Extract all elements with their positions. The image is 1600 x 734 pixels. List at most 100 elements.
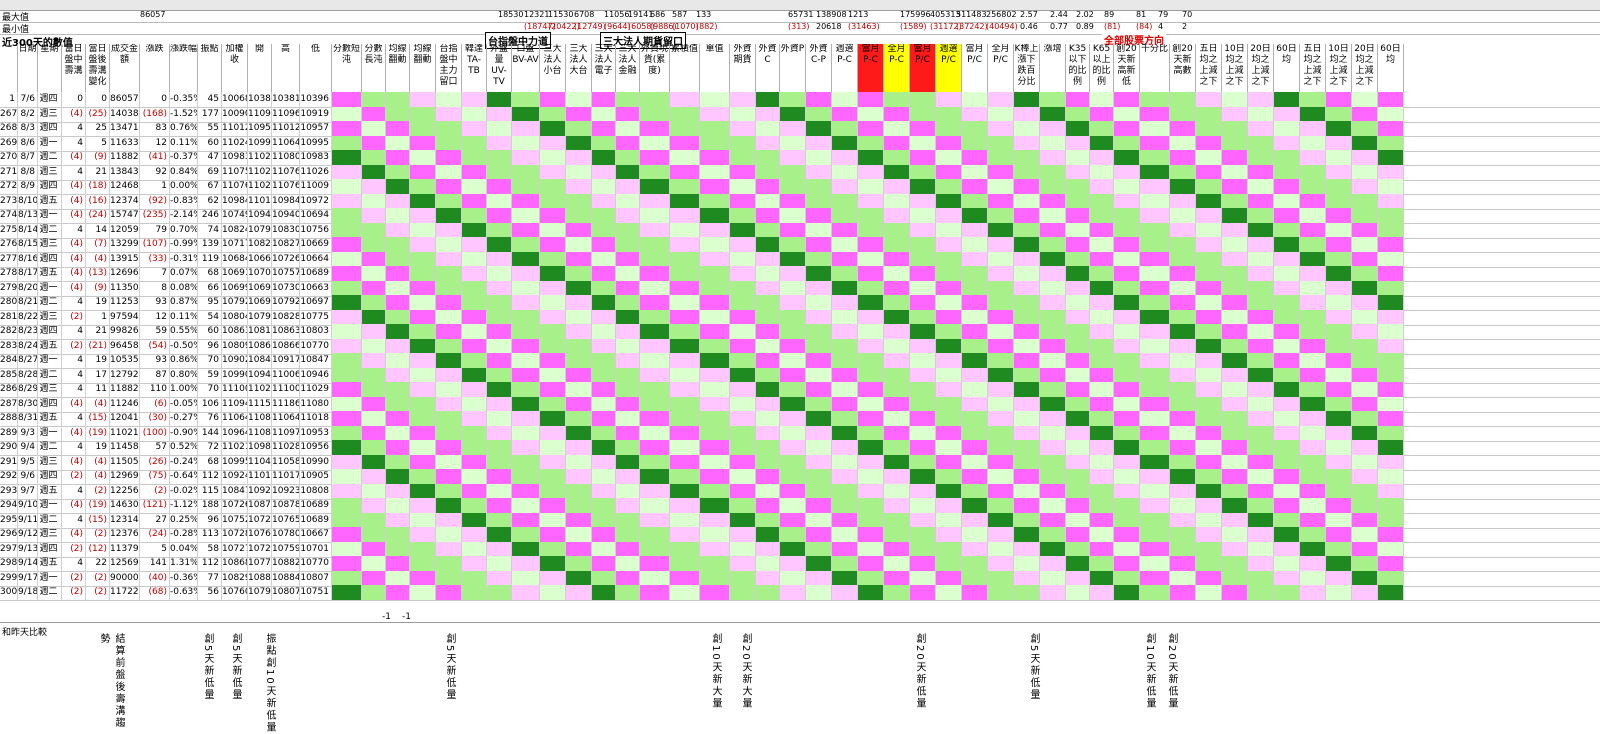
cell[interactable]: 4 — [62, 222, 86, 238]
indicator-cell[interactable] — [962, 208, 988, 223]
indicator-cell[interactable] — [1378, 266, 1404, 281]
table-row[interactable]: 2838/24週五(2)(21)96458(54)-0.50%961080910… — [0, 338, 1600, 355]
indicator-cell[interactable] — [566, 324, 592, 339]
cell[interactable]: 4 — [62, 121, 86, 136]
indicator-cell[interactable] — [1300, 556, 1326, 571]
indicator-cell[interactable] — [1090, 309, 1114, 325]
cell[interactable]: 11009 — [300, 179, 332, 194]
indicator-cell[interactable] — [1066, 266, 1090, 281]
indicator-cell[interactable] — [1170, 396, 1196, 412]
indicator-cell[interactable] — [1196, 512, 1222, 528]
indicator-cell[interactable] — [1274, 106, 1300, 122]
indicator-cell[interactable] — [332, 280, 362, 296]
indicator-cell[interactable] — [1114, 541, 1140, 557]
table-row[interactable]: 2979/13週四(2)(12)11379150.04%581072710727… — [0, 541, 1600, 558]
indicator-cell[interactable] — [436, 135, 462, 151]
indicator-cell[interactable] — [386, 570, 410, 586]
indicator-cell[interactable] — [566, 193, 592, 209]
cell[interactable]: 113 — [198, 527, 222, 542]
indicator-cell[interactable] — [332, 266, 362, 281]
indicator-cell[interactable] — [592, 92, 616, 107]
indicator-cell[interactable] — [730, 193, 756, 209]
indicator-cell[interactable] — [592, 585, 616, 600]
cell[interactable]: 10866 — [248, 338, 272, 354]
cell[interactable]: 62 — [198, 193, 222, 209]
cell[interactable]: 10667 — [300, 527, 332, 542]
indicator-cell[interactable] — [1274, 92, 1300, 107]
cell[interactable]: 10983 — [222, 150, 248, 165]
indicator-cell[interactable] — [1040, 295, 1066, 310]
indicator-cell[interactable] — [756, 367, 780, 383]
indicator-cell[interactable] — [1274, 309, 1300, 325]
table-row[interactable]: 2939/7週五4(2)122561(2)-0.02%1151084710923… — [0, 483, 1600, 500]
indicator-cell[interactable] — [670, 237, 700, 252]
indicator-cell[interactable] — [780, 164, 806, 180]
indicator-cell[interactable] — [566, 570, 592, 586]
indicator-cell[interactable] — [1140, 324, 1170, 339]
indicator-cell[interactable] — [1378, 251, 1404, 267]
indicator-cell[interactable] — [1378, 353, 1404, 368]
indicator-cell[interactable] — [1222, 541, 1248, 557]
indicator-cell[interactable] — [332, 135, 362, 151]
indicator-cell[interactable] — [832, 193, 858, 209]
indicator-cell[interactable] — [858, 469, 884, 484]
indicator-cell[interactable] — [988, 367, 1014, 383]
indicator-cell[interactable] — [962, 527, 988, 542]
cell[interactable]: 70 — [198, 353, 222, 368]
cell[interactable]: 9/14 — [18, 556, 38, 571]
indicator-cell[interactable] — [386, 483, 410, 499]
indicator-cell[interactable] — [1196, 527, 1222, 542]
cell[interactable]: 144 — [198, 425, 222, 441]
indicator-cell[interactable] — [730, 208, 756, 223]
indicator-cell[interactable] — [1248, 367, 1274, 383]
indicator-cell[interactable] — [936, 585, 962, 600]
cell[interactable]: 9/13 — [18, 541, 38, 557]
indicator-cell[interactable] — [780, 280, 806, 296]
indicator-cell[interactable] — [332, 541, 362, 557]
indicator-cell[interactable] — [858, 193, 884, 209]
table-row[interactable]: 2708/7週二(4)(9)118827(41)-0.37%4710983110… — [0, 150, 1600, 166]
indicator-cell[interactable] — [487, 266, 512, 281]
indicator-cell[interactable] — [1066, 367, 1090, 383]
indicator-cell[interactable] — [540, 295, 566, 310]
indicator-cell[interactable] — [1352, 150, 1378, 165]
indicator-cell[interactable] — [1040, 106, 1066, 122]
table-row[interactable]: 2688/3週四425134716830.76%5511012109571101… — [0, 121, 1600, 137]
cell[interactable]: 14 — [86, 222, 110, 238]
indicator-cell[interactable] — [640, 483, 670, 499]
cell[interactable]: 56 — [198, 585, 222, 600]
indicator-cell[interactable] — [806, 411, 832, 426]
indicator-cell[interactable] — [1378, 280, 1404, 296]
indicator-cell[interactable] — [487, 135, 512, 151]
indicator-cell[interactable] — [1140, 469, 1170, 484]
indicator-cell[interactable] — [1222, 92, 1248, 107]
cell[interactable]: 138432 — [110, 164, 140, 180]
cell[interactable]: 10669 — [300, 237, 332, 252]
indicator-cell[interactable] — [410, 106, 436, 122]
cell[interactable]: 8/3 — [18, 121, 38, 136]
indicator-cell[interactable] — [512, 396, 540, 412]
indicator-cell[interactable] — [640, 106, 670, 122]
indicator-cell[interactable] — [512, 164, 540, 180]
indicator-cell[interactable] — [1170, 280, 1196, 296]
indicator-cell[interactable] — [1222, 208, 1248, 223]
indicator-cell[interactable] — [1196, 121, 1222, 136]
indicator-cell[interactable] — [592, 367, 616, 383]
cell[interactable]: 8/22 — [18, 309, 38, 325]
indicator-cell[interactable] — [1222, 454, 1248, 470]
cell[interactable]: 11100 — [222, 382, 248, 397]
table-row[interactable]: 2929/6週四(2)(4)129698(75)-0.64%1121092411… — [0, 469, 1600, 485]
indicator-cell[interactable] — [1114, 527, 1140, 542]
indicator-cell[interactable] — [670, 208, 700, 223]
indicator-cell[interactable] — [1040, 396, 1066, 412]
cell[interactable]: 296 — [0, 527, 18, 542]
indicator-cell[interactable] — [1090, 483, 1114, 499]
indicator-cell[interactable] — [1196, 556, 1222, 571]
indicator-cell[interactable] — [410, 280, 436, 296]
indicator-cell[interactable] — [756, 92, 780, 107]
indicator-cell[interactable] — [1140, 280, 1170, 296]
indicator-cell[interactable] — [512, 585, 540, 600]
cell[interactable]: 11088 — [248, 425, 272, 441]
cell[interactable]: 278 — [0, 266, 18, 281]
indicator-cell[interactable] — [1248, 280, 1274, 296]
